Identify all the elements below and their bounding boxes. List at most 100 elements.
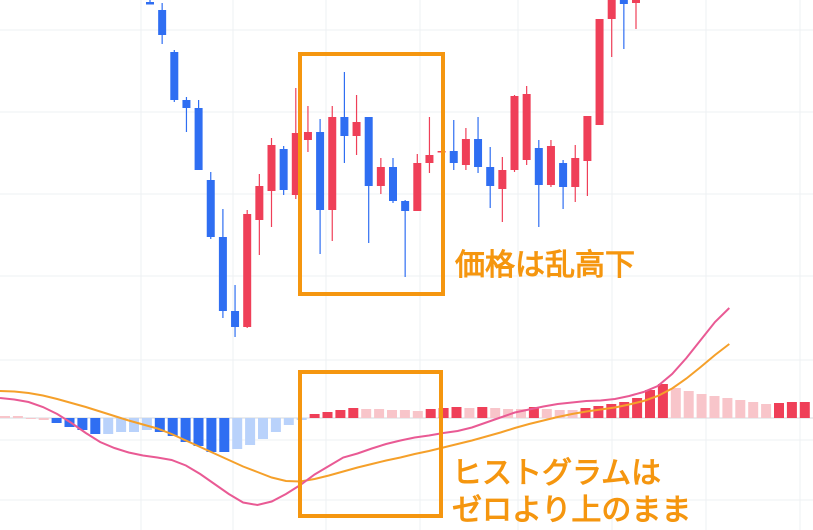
macd-histogram-bar [503,409,514,418]
macd-histogram-bar [722,398,733,418]
candle-body [546,146,555,185]
macd-histogram-bar [516,409,526,418]
macd-histogram-bar [786,402,797,418]
macd-histogram-bar [322,412,333,418]
macd-histogram-bar [490,408,501,418]
macd-histogram-bar [619,402,630,418]
macd-histogram-bar [167,418,178,436]
macd-histogram-bar [51,418,62,423]
candle-body [255,186,264,220]
macd-histogram-bar [361,409,372,418]
histogram-annotation-label-line2: ゼロより上のまま [452,493,691,528]
candle-body [474,139,483,167]
macd-histogram-bar [761,404,772,418]
macd-histogram-bar [748,402,759,418]
macd-histogram-bar [232,418,243,449]
macd-histogram-bar [374,409,385,418]
candle-body [619,0,628,4]
macd-histogram-bar [129,418,139,432]
candle-body [425,155,434,163]
macd-histogram-bar [116,418,127,432]
macd-histogram-bar [696,394,707,418]
macd-histogram-bar [245,418,256,445]
macd-histogram-bar [477,407,488,418]
candle-body [461,139,470,165]
macd-histogram-bar [103,418,114,434]
macd-histogram-bar [399,410,410,418]
macd-histogram-bar [425,409,436,418]
macd-histogram-bar [309,414,320,418]
macd-histogram-bar [632,398,643,418]
candle-body [364,117,373,186]
candle-body [607,0,616,19]
candle-body [218,237,227,311]
candle-body [389,167,397,201]
macd-histogram-bar [387,410,397,418]
candle-body [583,116,592,161]
candle-body [352,122,361,136]
macd-histogram-bar [90,418,101,434]
macd-histogram-bar [670,388,681,418]
candle-body [510,96,519,170]
candle-body [158,10,167,35]
candle-body [231,311,240,327]
macd-histogram-bar [258,418,268,439]
macd-histogram-bar [141,418,152,430]
macd-histogram-bar [451,407,462,418]
macd-histogram-bar [180,418,191,442]
histogram-annotation-label-line1: ヒストグラムは [452,456,661,491]
macd-histogram-bar [25,418,36,419]
macd-histogram-bar [799,402,810,418]
histogram-highlight-box [298,370,443,518]
macd-histogram-bar [645,390,655,418]
macd-histogram-bar [38,418,49,420]
macd-histogram-bar [154,418,165,432]
candle-body [486,167,495,186]
candle-body [413,163,422,211]
macd-histogram-bar [412,411,423,418]
candle-body [595,19,604,125]
macd-histogram-bar [657,384,668,418]
candle-body [632,0,640,3]
macd-histogram-bar [283,418,294,425]
macd-histogram-bar [464,408,475,418]
signal-line [0,343,730,483]
macd-histogram-bar [12,416,23,418]
candle-body [182,100,191,108]
macd-histogram-bar [580,408,591,418]
candle-body [328,117,337,210]
macd-histogram-bar [774,403,784,418]
macd-histogram-bar [554,410,565,418]
candle-body [559,163,568,187]
price-annotation-label: 価格は乱高下 [454,248,635,283]
macd-pane [0,307,813,507]
candle-body [267,145,276,191]
candle-body [194,108,203,170]
price-highlight-box [298,52,445,296]
candle-body [571,158,580,187]
macd-histogram-bar [193,418,204,446]
macd-histogram-bar [77,418,88,430]
candle-body [170,52,179,100]
macd-histogram-bar [348,408,359,418]
macd-histogram-bar [528,407,539,418]
macd-histogram-bar [335,410,346,418]
annotations: 価格は乱高下 ヒストグラムは ゼロより上のまま [298,52,691,528]
candle-body [534,148,543,185]
macd-histogram-bar [0,416,10,418]
macd-line [0,307,730,507]
candle-body [279,149,288,190]
candle-body [316,132,325,210]
candle-body [303,132,312,140]
macd-histogram-bar [219,418,230,452]
candle-body [498,170,507,189]
candle-body [522,94,531,160]
macd-histogram-bar [438,408,449,418]
candlestick-series [146,0,640,337]
candle-body [291,133,300,195]
macd-histogram-bar [270,418,281,432]
macd-histogram-bar [606,404,617,418]
candle-body [206,180,215,237]
candle-body [449,151,458,163]
